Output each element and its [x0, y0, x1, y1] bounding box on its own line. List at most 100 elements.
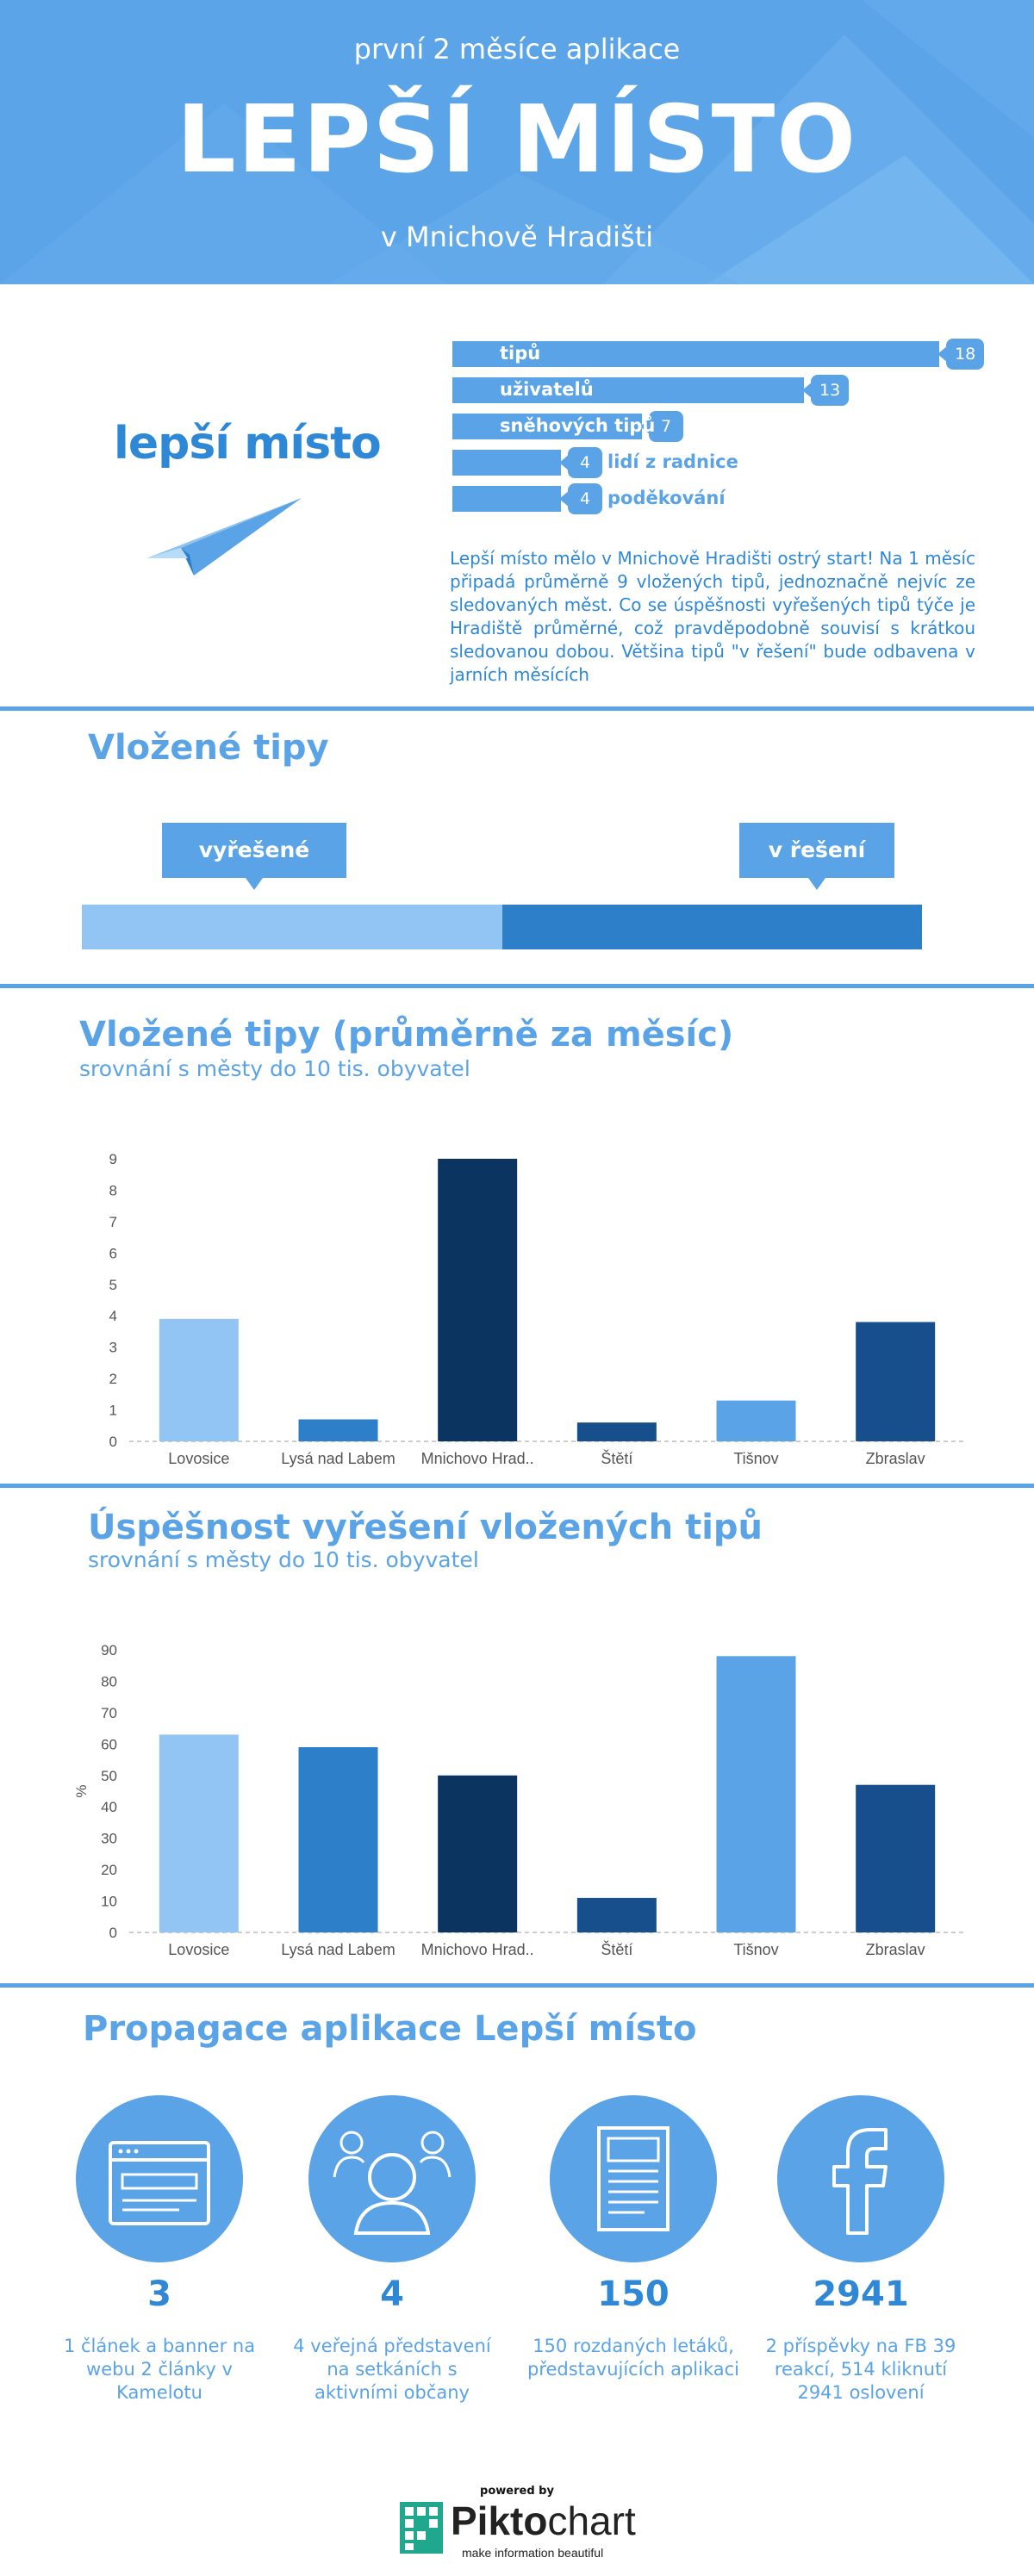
people-icon	[333, 2131, 452, 2235]
y-tick-label: 40	[101, 1799, 117, 1815]
summary-bar-value: 13	[801, 375, 850, 406]
summary-bar-label: uživatelů	[500, 379, 594, 400]
chart1-svg: 0 1 2 3 4 5 6 7 8 9 Lovosice Lysá nad Labem Mnichovo…	[109, 1151, 965, 1467]
x-tick-label: Tišnov	[733, 1450, 778, 1467]
y-tick-label: 80	[101, 1673, 117, 1689]
brand-part-a: Pikto	[451, 2498, 548, 2543]
x-tick-label: Zbraslav	[866, 1450, 925, 1467]
stat-number-meetings: 4	[380, 2274, 404, 2314]
y-tick-label: 60	[101, 1736, 117, 1752]
x-tick-label: Lysá nad Labem	[281, 1941, 395, 1958]
y-tick-label: 7	[109, 1214, 117, 1230]
bar	[576, 1422, 657, 1441]
summary-bar-value: 4	[559, 447, 602, 478]
summary-bar	[452, 450, 561, 476]
piktochart-tagline: make information beautiful	[462, 2546, 604, 2560]
x-tick-label: Lovosice	[168, 1450, 229, 1467]
stat-number-leaflets: 150	[597, 2274, 670, 2314]
piktochart-logo-icon	[400, 2502, 443, 2554]
bar	[298, 1419, 378, 1441]
y-tick-label: 2	[109, 1371, 117, 1387]
header-background-shapes	[0, 0, 1034, 284]
x-tick-label: Zbraslav	[866, 1941, 925, 1958]
x-tick-label: Štětí	[601, 1940, 632, 1958]
y-tick-label: 0	[109, 1434, 117, 1450]
section-divider	[0, 706, 1034, 711]
y-axis-label: %	[73, 1784, 90, 1797]
promo-circle-meetings	[308, 2095, 476, 2262]
summary-bar-value: 18	[937, 339, 985, 370]
stat-text-leaflets: 150 rozdaných letáků, představujících ap…	[526, 2336, 740, 2380]
y-tick-label: 30	[101, 1831, 117, 1847]
header-subtitle: první 2 měsíce aplikace	[353, 33, 681, 65]
section-divider	[0, 1484, 1034, 1488]
chart2-title: Úspěšnost vyřešení vložených tipů	[88, 1508, 763, 1547]
bar	[856, 1322, 936, 1441]
header-banner: první 2 měsíce aplikace LEPŠÍ MÍSTO v Mn…	[0, 0, 1034, 284]
y-tick-label: 6	[109, 1245, 117, 1261]
y-tick-label: 1	[109, 1403, 117, 1419]
y-tick-label: 50	[101, 1768, 117, 1784]
y-tick-label: 4	[109, 1308, 117, 1324]
chart2-container: 0 10 20 30 40 50 60 70 80 90% Lovosice Lysá nad Lab…	[0, 1611, 1034, 1973]
y-tick-label: 90	[101, 1642, 117, 1658]
summary-bar-label: lidí z radnice	[607, 451, 738, 472]
stat-text-meetings: 4 veřejná představení na setkáních s akt…	[293, 2336, 491, 2403]
stat-number-web: 3	[147, 2274, 171, 2314]
bar	[159, 1734, 239, 1932]
piktochart-wordmark: Piktochart	[451, 2498, 636, 2544]
header-title: LEPŠÍ MÍSTO	[176, 86, 858, 194]
header-place: v Mnichově Hradišti	[380, 221, 654, 253]
summary-bar-label: tipů	[500, 343, 541, 364]
proportion-bar-in-progress	[502, 905, 922, 949]
stat-text-web: 1 článek a banner na webu 2 články v Kam…	[63, 2336, 256, 2403]
x-tick-label: Lovosice	[168, 1941, 229, 1958]
x-tick-label: Mnichovo Hrad..	[421, 1450, 534, 1467]
bar	[159, 1318, 239, 1441]
summary-bar-label: sněhových tipů	[500, 415, 656, 436]
promo-title: Propagace aplikace Lepší místo	[83, 2009, 697, 2049]
bar	[298, 1746, 378, 1932]
section-divider	[0, 1983, 1034, 1988]
proportion-bar-solved	[82, 905, 502, 949]
stat-text-facebook: 2 příspěvky na FB 39 reakcí, 514 kliknut…	[765, 2336, 956, 2403]
y-tick-label: 5	[109, 1277, 117, 1293]
callout-in-progress: v řešení	[739, 823, 894, 890]
app-logo: lepší místo	[114, 418, 382, 470]
x-tick-label: Tišnov	[733, 1941, 778, 1958]
y-tick-label: 20	[101, 1862, 117, 1878]
summary-bar-value: 4	[559, 483, 602, 514]
y-tick-label: 8	[109, 1182, 117, 1198]
chart1-title: Vložené tipy (průměrně za měsíc)	[79, 1015, 734, 1055]
facebook-icon	[832, 2128, 888, 2235]
x-tick-label: Mnichovo Hrad..	[421, 1941, 534, 1958]
summary-bar	[452, 377, 804, 403]
summary-bar	[452, 414, 642, 439]
promo-circle-web	[76, 2095, 243, 2262]
summary-bar-label: poděkování	[607, 488, 726, 508]
bar	[438, 1775, 518, 1932]
x-tick-label: Štětí	[601, 1449, 632, 1467]
y-tick-label: 9	[109, 1151, 117, 1167]
brand-part-b: chart	[547, 2498, 636, 2543]
summary-bar	[452, 486, 561, 512]
promo-circle-leaflets	[550, 2095, 717, 2262]
summary-bar	[452, 341, 939, 367]
y-tick-label: 70	[101, 1705, 117, 1721]
proportion-title: Vložené tipy	[88, 728, 329, 768]
bar	[716, 1400, 796, 1441]
y-tick-label: 10	[101, 1894, 117, 1910]
callout-solved: vyřešené	[162, 823, 346, 890]
chart1-container: 0 1 2 3 4 5 6 7 8 9 Lovosice Lysá nad Labem Mnichovo…	[0, 1120, 1034, 1482]
y-tick-label: 3	[109, 1340, 117, 1356]
powered-by-label: powered by	[480, 2485, 554, 2498]
chart1-subtitle: srovnání s městy do 10 tis. obyvatel	[79, 1056, 470, 1081]
summary-bar-value: 7	[640, 411, 683, 442]
chart2-subtitle: srovnání s městy do 10 tis. obyvatel	[88, 1547, 479, 1572]
paper-plane-icon	[146, 498, 302, 576]
stat-number-facebook: 2941	[813, 2274, 909, 2314]
browser-window-icon	[109, 2141, 210, 2225]
bar	[576, 1897, 657, 1932]
x-tick-label: Lysá nad Labem	[281, 1450, 395, 1467]
promo-circle-facebook	[777, 2095, 944, 2262]
